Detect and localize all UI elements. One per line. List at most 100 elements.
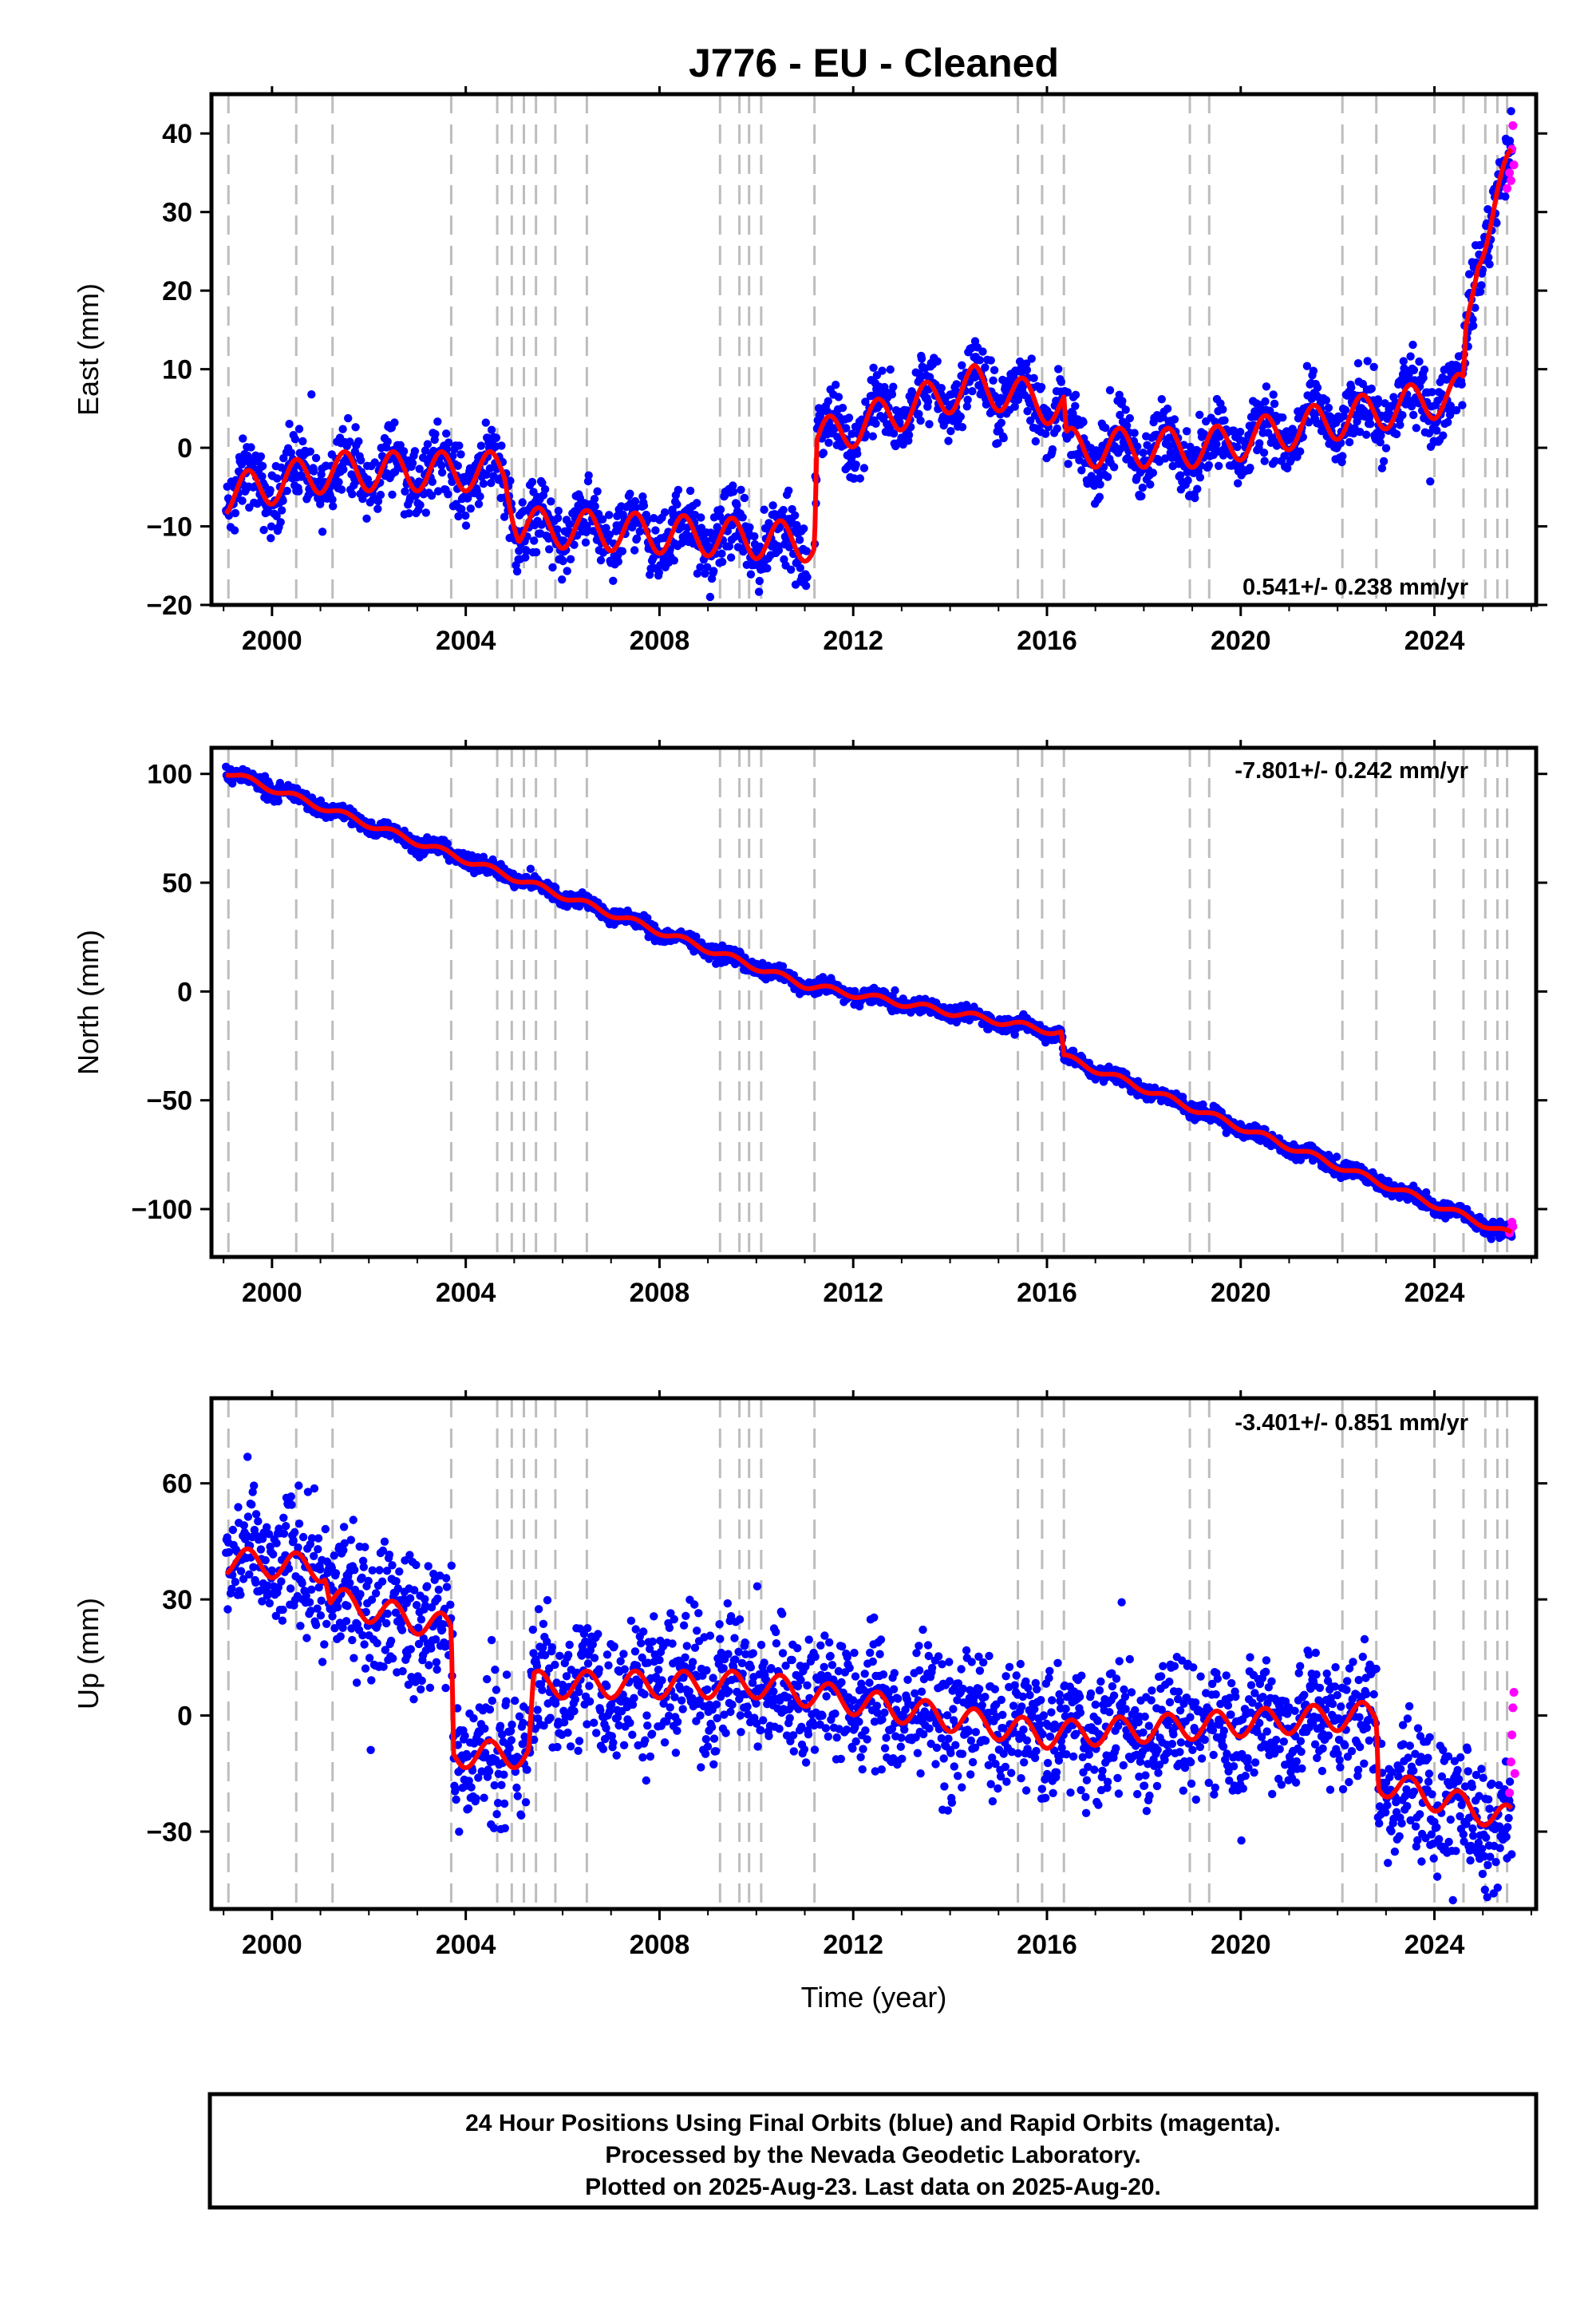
data-point (916, 416, 925, 425)
data-point (1338, 452, 1347, 460)
data-point (506, 476, 515, 485)
data-point (559, 536, 568, 545)
data-point (1105, 385, 1115, 395)
data-point (994, 439, 1002, 448)
data-point (545, 545, 554, 554)
data-point (968, 387, 977, 396)
data-point (294, 1520, 304, 1528)
data-point (563, 567, 571, 575)
final-orbit-points (222, 762, 1516, 1243)
data-point (1345, 437, 1354, 447)
data-point (279, 1513, 288, 1523)
data-point (1283, 464, 1292, 472)
data-point (228, 1525, 238, 1535)
data-point (433, 417, 442, 426)
data-point (1133, 442, 1142, 451)
data-point (646, 571, 654, 579)
data-point (521, 553, 530, 562)
data-point (598, 515, 607, 524)
data-point (895, 418, 904, 427)
data-point (272, 512, 281, 520)
y-tick-label: 0 (177, 977, 192, 1007)
data-point (746, 570, 756, 579)
data-point (800, 524, 808, 533)
data-point (559, 556, 567, 566)
data-point (354, 437, 363, 446)
data-point (277, 1577, 286, 1586)
data-point (630, 546, 639, 555)
data-point (1337, 457, 1346, 467)
data-point (317, 1596, 326, 1605)
y-tick-label: 50 (162, 868, 192, 899)
data-point (651, 526, 660, 535)
data-point (548, 563, 557, 572)
data-point (331, 1569, 341, 1578)
data-point (289, 1536, 298, 1545)
data-point (1377, 431, 1385, 440)
data-point (1476, 287, 1485, 296)
data-point (1170, 415, 1179, 424)
data-point (717, 549, 726, 558)
data-point (318, 1658, 327, 1666)
data-point (1442, 375, 1451, 384)
data-point (726, 553, 736, 562)
east-panel: 2000 2004 2008 2012 2016 2020 2024−20−10010203… (72, 86, 1547, 656)
data-point (593, 487, 602, 496)
data-point (352, 1678, 361, 1687)
data-point (774, 546, 784, 555)
data-point (482, 470, 491, 479)
data-point (565, 520, 574, 529)
data-point (421, 508, 430, 517)
data-point (1269, 390, 1278, 399)
data-point (981, 363, 990, 372)
x-tick-label: 2008 (630, 626, 690, 656)
data-point (415, 464, 424, 473)
data-point (316, 1611, 326, 1620)
data-point (584, 471, 593, 480)
data-point (989, 376, 998, 385)
data-point (239, 434, 247, 443)
data-point (962, 402, 972, 411)
data-point (522, 547, 531, 555)
data-point (643, 914, 652, 923)
plot-area (222, 94, 1519, 605)
data-point (538, 479, 547, 488)
x-tick-label: 2008 (630, 1278, 690, 1308)
data-point (1183, 476, 1192, 485)
data-point (382, 1618, 391, 1628)
data-point (527, 477, 537, 487)
data-point (946, 427, 955, 436)
data-point (1182, 427, 1191, 436)
data-point (250, 1481, 259, 1490)
data-point (1157, 395, 1167, 404)
data-point (847, 429, 856, 438)
data-point (405, 509, 413, 518)
data-point (1122, 421, 1132, 430)
data-point (1468, 315, 1477, 324)
final-orbit-points (222, 1452, 1516, 1905)
data-point (518, 498, 527, 507)
data-point (336, 1632, 345, 1641)
data-point (880, 386, 890, 396)
data-point (737, 485, 745, 494)
data-point (286, 449, 295, 457)
data-point (855, 474, 865, 483)
data-point (605, 511, 614, 520)
data-point (1029, 373, 1038, 382)
data-point (428, 477, 437, 486)
data-point (1057, 377, 1066, 386)
data-point (273, 474, 282, 483)
data-point (1426, 477, 1435, 486)
data-point (298, 1579, 306, 1588)
data-point (1255, 439, 1264, 448)
y-axis-label: East (mm) (72, 283, 105, 416)
data-point (316, 1565, 325, 1574)
data-point (1023, 407, 1032, 416)
data-point (306, 447, 314, 456)
data-point (351, 423, 360, 432)
data-point (566, 555, 575, 563)
data-point (1101, 423, 1110, 433)
data-point (334, 477, 343, 487)
data-point (745, 523, 754, 532)
data-point (1367, 384, 1377, 393)
